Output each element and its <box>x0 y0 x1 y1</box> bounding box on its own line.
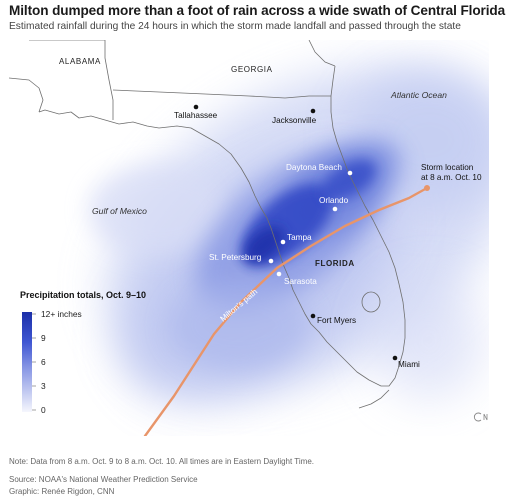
state-label-florida: FLORIDA <box>315 259 355 268</box>
storm-location-label-line2: at 8 a.m. Oct. 10 <box>421 173 482 182</box>
city-orlando: Orlando <box>319 196 349 212</box>
footer-source: Source: NOAA's National Weather Predicti… <box>9 475 198 484</box>
legend-tick-12: 12+ inches <box>41 309 82 319</box>
page-title: Milton dumped more than a foot of rain a… <box>9 3 506 18</box>
city-st-petersburg: St. Petersburg <box>209 253 274 264</box>
storm-path-line <box>143 186 429 436</box>
city-daytona-beach: Daytona Beach <box>286 163 353 176</box>
storm-location-label-line1: Storm location <box>421 163 474 172</box>
precipitation-legend: Precipitation totals, Oct. 9–10 12+ inch… <box>20 290 146 415</box>
water-label-atlantic: Atlantic Ocean <box>390 90 447 100</box>
state-label-alabama: ALABAMA <box>59 57 101 66</box>
legend-tick-9: 9 <box>41 333 46 343</box>
city-tampa: Tampa <box>280 233 312 245</box>
city-fort-myers: Fort Myers <box>310 313 356 325</box>
svg-text:St. Petersburg: St. Petersburg <box>209 253 262 262</box>
rainfall-field <box>89 66 489 402</box>
svg-text:Tallahassee: Tallahassee <box>174 111 218 120</box>
storm-location-marker <box>424 185 430 191</box>
svg-text:Orlando: Orlando <box>319 196 349 205</box>
city-miami: Miami <box>392 355 420 369</box>
city-jacksonville: Jacksonville <box>272 108 317 125</box>
rainfall-map: Milton's path ALABAMA GEORGIA FLORIDA At… <box>9 40 489 436</box>
svg-text:Jacksonville: Jacksonville <box>272 116 317 125</box>
svg-text:Fort Myers: Fort Myers <box>317 316 356 325</box>
legend-ticks <box>32 313 36 411</box>
water-label-gulf: Gulf of Mexico <box>92 206 147 216</box>
state-label-georgia: GEORGIA <box>231 65 273 74</box>
svg-text:Sarasota: Sarasota <box>284 277 317 286</box>
svg-text:Miami: Miami <box>398 360 420 369</box>
city-sarasota: Sarasota <box>276 271 317 286</box>
page-subtitle: Estimated rainfall during the 24 hours i… <box>9 21 461 32</box>
svg-text:Tampa: Tampa <box>287 233 312 242</box>
svg-text:Daytona Beach: Daytona Beach <box>286 163 342 172</box>
legend-tick-3: 3 <box>41 381 46 391</box>
footer-note: Note: Data from 8 a.m. Oct. 9 to 8 a.m. … <box>9 457 315 466</box>
legend-color-bar <box>22 312 32 412</box>
legend-tick-0: 0 <box>41 405 46 415</box>
city-tallahassee: Tallahassee <box>174 104 218 120</box>
cnn-logo <box>473 412 488 422</box>
legend-title: Precipitation totals, Oct. 9–10 <box>20 290 146 300</box>
legend-tick-6: 6 <box>41 357 46 367</box>
footer-credit: Graphic: Renée Rigdon, CNN <box>9 487 115 496</box>
